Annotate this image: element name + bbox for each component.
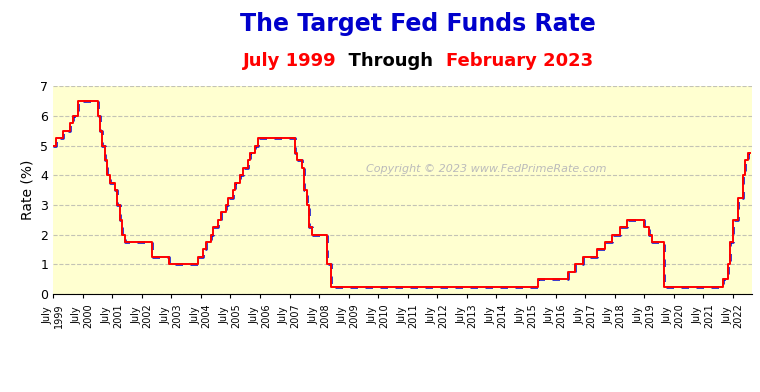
- Text: Through: Through: [337, 52, 446, 70]
- Y-axis label: Rate (%): Rate (%): [21, 160, 35, 220]
- Text: July 1999: July 1999: [243, 52, 337, 70]
- Text: February 2023: February 2023: [446, 52, 593, 70]
- Text: Copyright © 2023 www.FedPrimeRate.com: Copyright © 2023 www.FedPrimeRate.com: [366, 164, 607, 174]
- Text: The Target Fed Funds Rate: The Target Fed Funds Rate: [240, 12, 596, 36]
